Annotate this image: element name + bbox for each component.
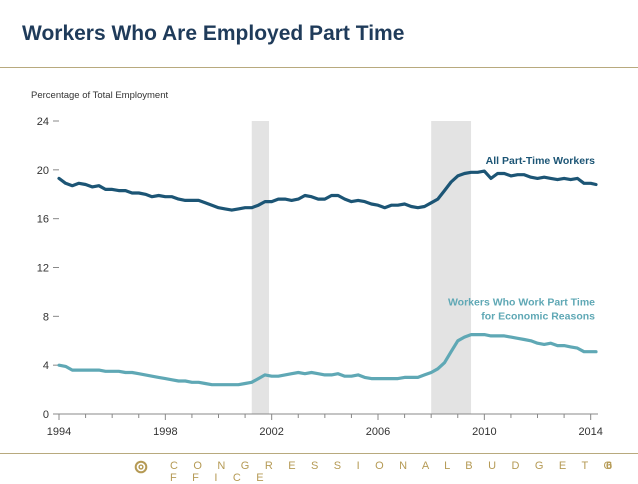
- recession-bands: [251, 121, 472, 414]
- y-axis-label: Percentage of Total Employment: [31, 90, 168, 101]
- x-tick-label: 1998: [153, 426, 177, 438]
- cbo-seal-icon: [134, 460, 148, 474]
- x-tick-label: 2014: [578, 426, 602, 438]
- part-time-workers-chart: 0 4 8 12 16 20 24 1994 1998 2002 2006 2010 2014 All…: [31, 90, 603, 438]
- y-tick-label: 16: [37, 214, 49, 226]
- y-tick-label: 8: [43, 311, 49, 323]
- x-tick-label: 2010: [472, 426, 496, 438]
- title-divider: [0, 67, 638, 68]
- y-tick-label: 24: [37, 116, 49, 128]
- all-part-time-workers-line: [57, 169, 598, 212]
- page-number: 6: [606, 460, 613, 472]
- x-axis-ticks: 1994 1998 2002 2006 2010 2014: [47, 414, 603, 438]
- y-tick-label: 4: [43, 360, 49, 372]
- recession-band-1: [251, 121, 270, 414]
- series-labels: All Part-Time Workers Workers Who Work Pa…: [448, 155, 595, 322]
- y-tick-label: 12: [37, 263, 49, 275]
- series-lines: [57, 169, 598, 387]
- x-tick-label: 1994: [47, 426, 71, 438]
- y-tick-label: 20: [37, 165, 49, 177]
- all-part-time-workers-label: All Part-Time Workers: [486, 155, 595, 167]
- footer-organization: C O N G R E S S I O N A L B U D G E T O …: [170, 460, 619, 484]
- economic-reasons-label-line-1: Workers Who Work Part Time: [448, 296, 595, 308]
- recession-band-2: [431, 121, 472, 414]
- x-tick-label: 2006: [366, 426, 390, 438]
- y-tick-label: 0: [43, 409, 49, 421]
- x-tick-label: 2002: [259, 426, 283, 438]
- footer: C O N G R E S S I O N A L B U D G E T O …: [0, 458, 638, 484]
- y-axis-ticks: 0 4 8 12 16 20 24: [37, 116, 59, 421]
- footer-divider: [0, 453, 638, 454]
- slide-title: Workers Who Are Employed Part Time: [22, 22, 405, 45]
- economic-reasons-label-line-2: for Economic Reasons: [481, 310, 595, 322]
- economic-reasons-line: [57, 333, 598, 387]
